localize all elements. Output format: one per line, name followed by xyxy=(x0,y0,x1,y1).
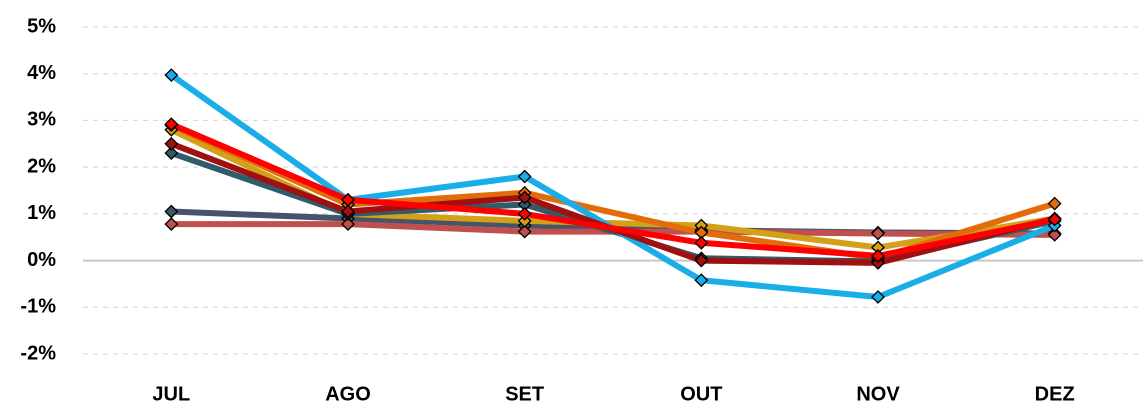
x-tick-label: OUT xyxy=(680,383,722,405)
marker xyxy=(871,248,885,263)
marker xyxy=(1047,196,1062,211)
y-tick-label: -2% xyxy=(20,342,56,364)
y-tick-label: 4% xyxy=(27,62,56,84)
marker xyxy=(871,226,885,241)
marker xyxy=(1047,212,1062,227)
x-tick-label: JUL xyxy=(152,383,190,405)
marker xyxy=(517,213,532,228)
marker xyxy=(517,206,532,221)
y-tick-label: 3% xyxy=(27,109,56,131)
marker xyxy=(694,235,709,250)
marker xyxy=(341,217,355,232)
x-tick-label: SET xyxy=(505,383,544,405)
marker xyxy=(517,224,532,239)
x-tick-label: NOV xyxy=(856,383,900,405)
marker xyxy=(694,273,709,288)
marker xyxy=(517,169,532,184)
marker xyxy=(164,217,179,232)
x-tick-label: DEZ xyxy=(1035,383,1075,405)
y-tick-label: 1% xyxy=(27,202,56,224)
marker xyxy=(694,253,709,268)
marker xyxy=(1047,227,1062,242)
marker xyxy=(164,117,179,132)
marker xyxy=(341,204,355,219)
series-line xyxy=(170,121,1056,259)
marker xyxy=(871,255,885,270)
marker xyxy=(164,136,179,151)
marker xyxy=(164,146,179,161)
y-tick-label: -1% xyxy=(20,296,56,318)
marker xyxy=(517,190,532,205)
x-tick-label: AGO xyxy=(325,383,371,405)
marker xyxy=(164,204,179,219)
marker xyxy=(341,192,355,207)
marker xyxy=(871,290,885,304)
marker xyxy=(164,68,179,83)
y-tick-label: 0% xyxy=(27,249,56,271)
y-tick-label: 5% xyxy=(27,15,56,37)
y-tick-label: 2% xyxy=(27,155,56,177)
